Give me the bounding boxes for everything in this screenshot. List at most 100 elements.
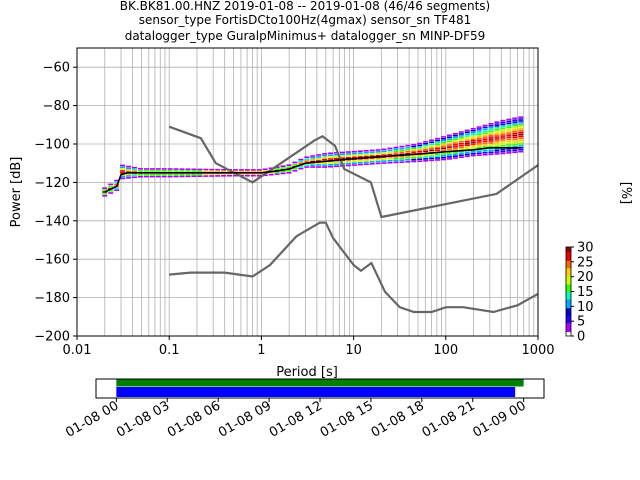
- colorbar-segment: [566, 261, 571, 264]
- coverage-tick-label: 01-08 12: [267, 398, 325, 440]
- colorbar-segment: [566, 334, 571, 337]
- y-tick-label: −180: [34, 291, 70, 306]
- colorbar-tick-label: 0: [577, 330, 585, 345]
- coverage-tick-label: 01-08 18: [369, 398, 427, 440]
- title-line-3: datalogger_type GuralpMinimus+ datalogge…: [125, 29, 486, 43]
- colorbar-segment: [566, 269, 571, 272]
- colorbar-segment: [566, 260, 571, 263]
- noise-models: [168, 125, 539, 314]
- colorbar-segment: [566, 298, 571, 301]
- colorbar-segment: [566, 315, 571, 318]
- x-axis: 0.01 0.1 1 10 100 1000: [63, 336, 555, 358]
- coverage-tick-label: 01-08 21: [420, 398, 478, 440]
- colorbar-segment: [566, 254, 571, 257]
- colorbar-tick-label: 5: [577, 315, 585, 330]
- psd-histogram: [102, 116, 524, 197]
- plot-frame: [76, 47, 539, 337]
- coverage-tick-label: 01-08 06: [165, 398, 223, 440]
- colorbar-segment: [566, 307, 571, 310]
- coverage-tick-label: 01-08 00: [63, 398, 121, 440]
- colorbar-segment: [566, 287, 571, 290]
- colorbar-segment: [566, 333, 571, 336]
- colorbar-segment: [566, 306, 571, 309]
- colorbar-segment: [566, 252, 571, 255]
- y-tick-label: −60: [43, 61, 70, 76]
- x-tick-label: 0.1: [159, 343, 180, 358]
- colorbar-segment: [566, 264, 571, 267]
- colorbar-segment: [566, 328, 571, 331]
- colorbar-segment: [566, 258, 571, 261]
- x-axis-label: Period [s]: [276, 365, 338, 380]
- colorbar-segment: [566, 325, 571, 328]
- colorbar-segment: [566, 266, 571, 269]
- colorbar-segment: [566, 247, 571, 249]
- coverage-tick-label: 01-08 03: [114, 398, 172, 440]
- y-tick-label: −200: [34, 330, 70, 345]
- colorbar-segment: [566, 318, 571, 321]
- y-tick-label: −80: [43, 99, 70, 114]
- title-line-2: sensor_type FortisDCto100Hz(4gmax) senso…: [139, 13, 471, 27]
- colorbar-segment: [566, 255, 571, 258]
- colorbar-segment: [566, 330, 571, 333]
- colorbar-segment: [566, 251, 571, 254]
- colorbar-segment: [566, 310, 571, 313]
- colorbar-segment: [566, 276, 571, 279]
- y-tick-label: −160: [34, 253, 70, 268]
- colorbar-segment: [566, 301, 571, 304]
- x-tick-label: 1: [257, 343, 265, 358]
- colorbar-segment: [566, 279, 571, 282]
- coverage-tick-label: 01-09 00: [471, 398, 529, 440]
- y-tick-label: −100: [34, 138, 70, 153]
- psd-mean-line: [104, 147, 521, 193]
- colorbar-segment: [566, 257, 571, 260]
- colorbar-segment: [566, 309, 571, 312]
- y-axis-label: Power [dB]: [9, 157, 24, 228]
- colorbar-segment: [566, 270, 571, 273]
- coverage-tick-label: 01-08 09: [216, 398, 274, 440]
- colorbar-segment: [566, 291, 571, 294]
- colorbar-segment: [566, 278, 571, 281]
- title-line-1: BK.BK81.00.HNZ 2019-01-08 -- 2019-01-08 …: [120, 0, 490, 13]
- colorbar-segment: [566, 297, 571, 300]
- low-noise-model-line: [169, 221, 539, 314]
- grid: [76, 48, 538, 337]
- colorbar-segment: [566, 331, 571, 334]
- chart-title: BK.BK81.00.HNZ 2019-01-08 -- 2019-01-08 …: [120, 0, 490, 43]
- colorbar-segment: [566, 303, 571, 306]
- colorbar-segment: [566, 312, 571, 315]
- colorbar-segment: [566, 272, 571, 275]
- colorbar-segment: [566, 285, 571, 288]
- colorbar-tick-label: 20: [577, 270, 594, 285]
- colorbar-tick-label: 30: [577, 241, 594, 256]
- colorbar-segment: [566, 294, 571, 297]
- y-tick-label: −120: [34, 176, 70, 191]
- psd-mean: [104, 147, 521, 193]
- colorbar-segment: [566, 321, 571, 324]
- colorbar-segment: [566, 281, 571, 284]
- colorbar-segment: [566, 290, 571, 292]
- colorbar-segment: [566, 249, 571, 252]
- colorbar-tick-label: 15: [577, 285, 594, 300]
- colorbar-segment: [566, 327, 571, 330]
- colorbar-segment: [566, 288, 571, 291]
- coverage-bar: [116, 379, 524, 387]
- colorbar-segment: [566, 322, 571, 325]
- colorbar-segment: [566, 292, 571, 295]
- colorbar-segment: [566, 263, 571, 266]
- colorbar-segment: [566, 295, 571, 298]
- colorbar-segment: [566, 275, 571, 278]
- colorbar-segment: [566, 273, 571, 276]
- colorbar-label: [%]: [618, 182, 633, 205]
- x-tick-label: 1000: [521, 343, 554, 358]
- high-noise-model-line: [168, 125, 539, 219]
- colorbar-tick-label: 10: [577, 300, 594, 315]
- y-axis: −60 −80 −100 −120 −140 −160 −180 −200: [34, 61, 77, 345]
- colorbar-segment: [566, 304, 571, 307]
- colorbar-segment: [566, 300, 571, 303]
- colorbar-segment: [566, 324, 571, 327]
- colorbar-segment: [566, 282, 571, 285]
